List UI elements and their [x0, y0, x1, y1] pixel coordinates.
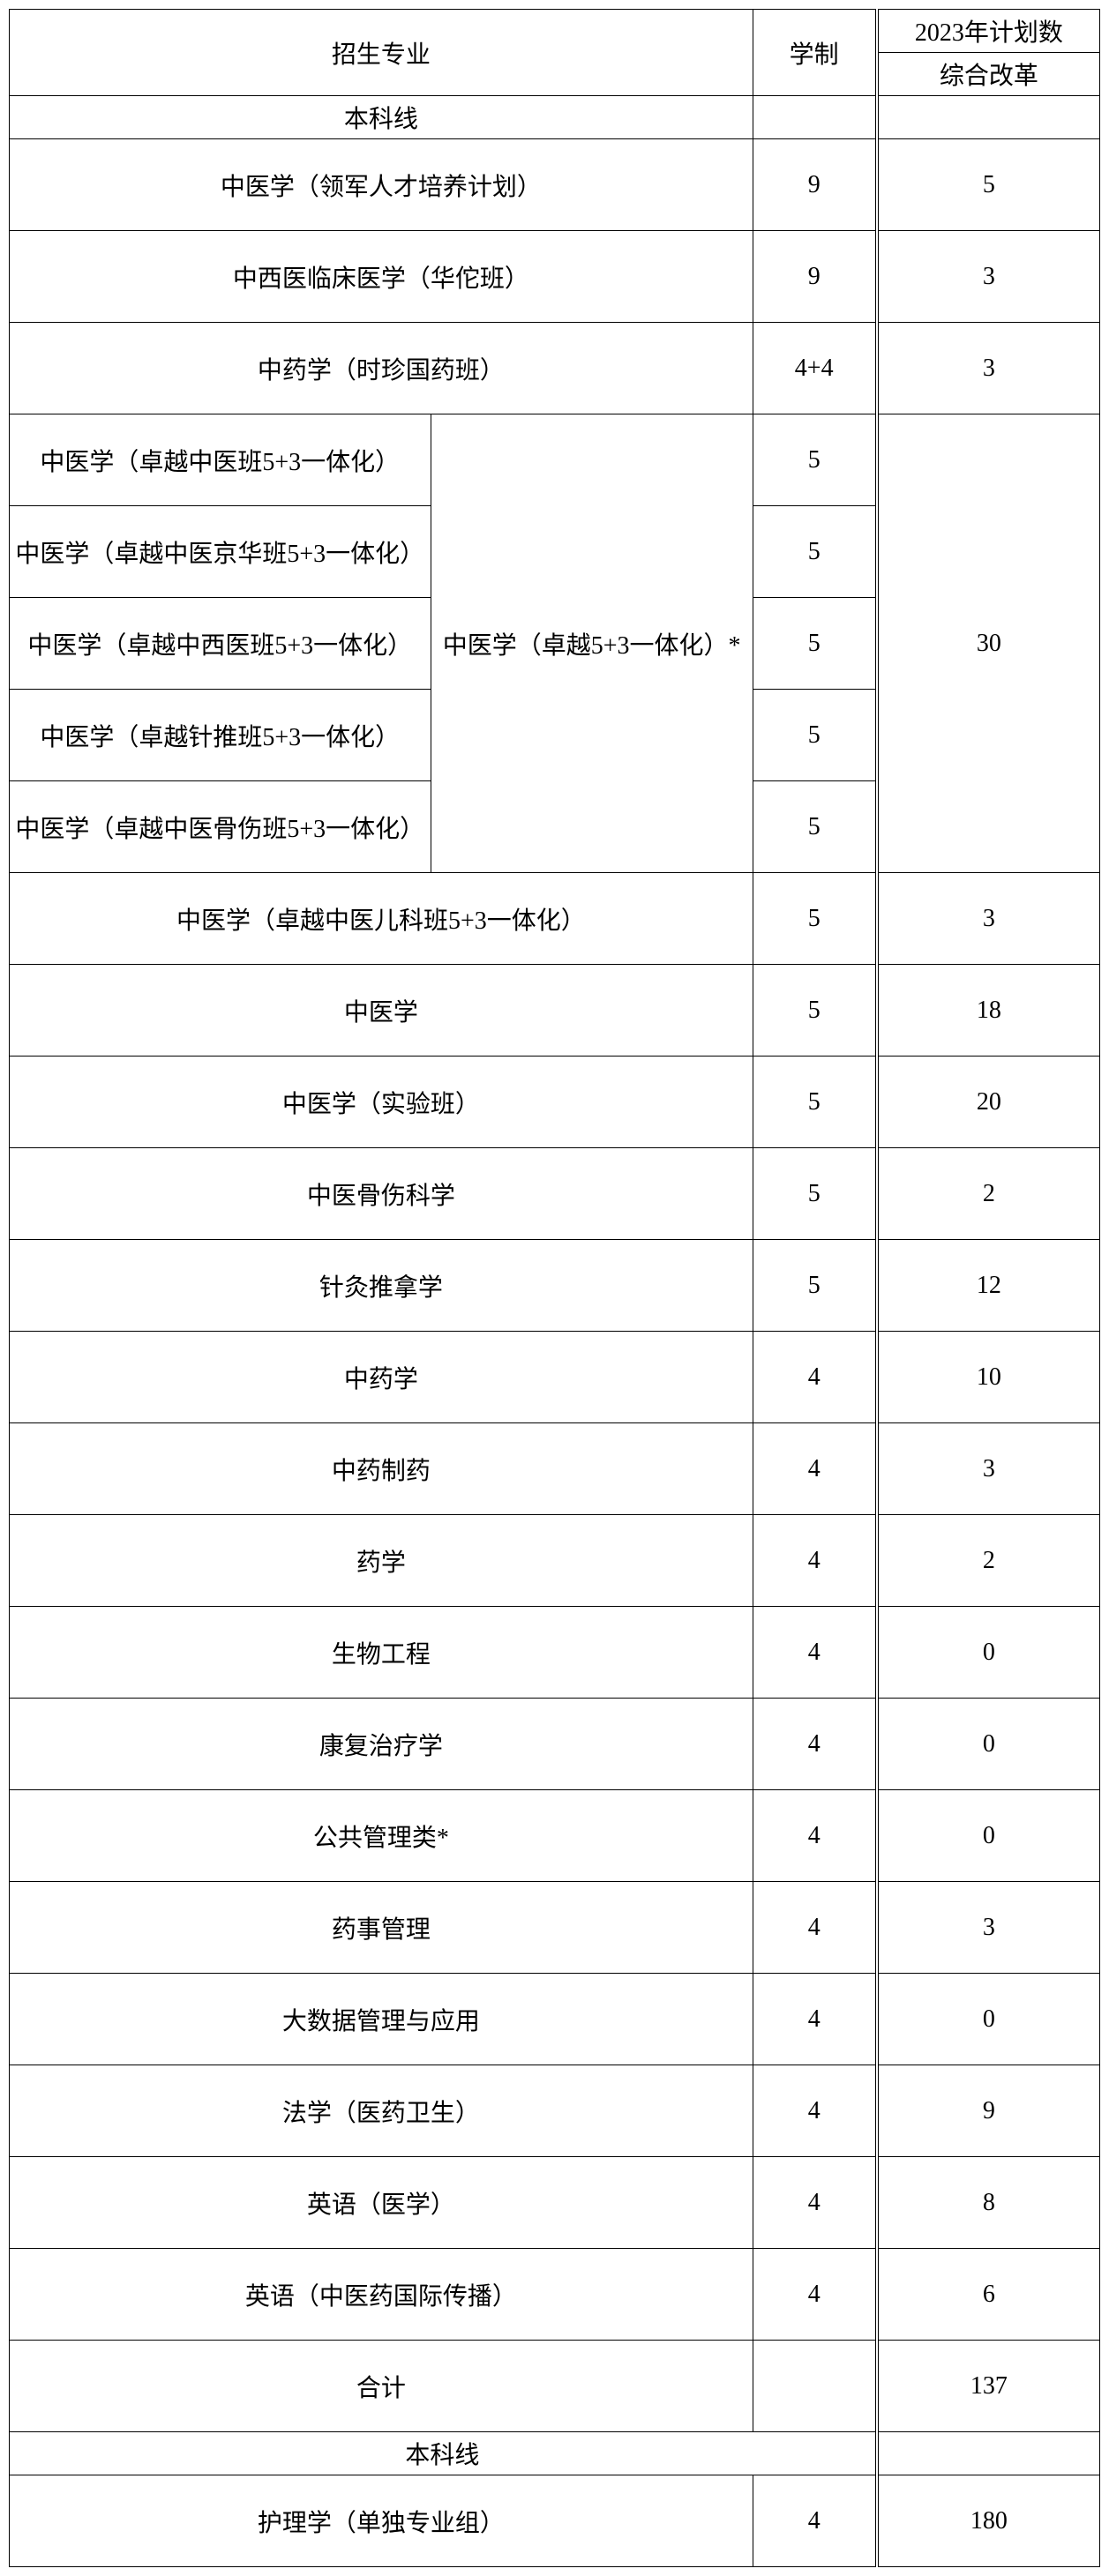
plan-cell: 3 [877, 873, 1100, 965]
group-label-cell: 中医学（卓越5+3一体化）* [431, 414, 753, 873]
enrollment-plan-table: 招生专业 学制 2023年计划数 综合改革 本科线 中医学（领军人才培养计划）9… [9, 9, 1100, 2567]
duration-cell: 9 [753, 231, 876, 323]
major-cell: 英语（中医药国际传播） [10, 2249, 753, 2341]
plan-cell: 2 [877, 1148, 1100, 1240]
empty-cell [753, 96, 876, 139]
section-label: 本科线 [10, 96, 753, 139]
plan-cell: 8 [877, 2157, 1100, 2249]
empty-cell [753, 2341, 876, 2432]
plan-cell: 30 [877, 414, 1100, 873]
duration-cell: 5 [753, 1148, 876, 1240]
plan-cell: 10 [877, 1332, 1100, 1423]
header-plan-type: 综合改革 [877, 53, 1100, 96]
duration-cell: 5 [753, 506, 876, 598]
duration-cell: 4 [753, 1515, 876, 1607]
major-cell: 英语（医学） [10, 2157, 753, 2249]
major-cell: 法学（医药卫生） [10, 2065, 753, 2157]
plan-cell: 18 [877, 965, 1100, 1057]
duration-cell: 4 [753, 1882, 876, 1974]
header-duration: 学制 [753, 10, 876, 96]
major-cell: 中医学（实验班） [10, 1057, 753, 1148]
plan-cell: 3 [877, 1423, 1100, 1515]
major-cell: 药学 [10, 1515, 753, 1607]
major-cell: 针灸推拿学 [10, 1240, 753, 1332]
section-label: 本科线 [10, 2432, 877, 2475]
major-cell: 中西医临床医学（华佗班） [10, 231, 753, 323]
major-cell: 公共管理类* [10, 1790, 753, 1882]
plan-cell: 3 [877, 323, 1100, 414]
plan-cell: 0 [877, 1974, 1100, 2065]
duration-cell: 4 [753, 2157, 876, 2249]
duration-cell: 4 [753, 1699, 876, 1790]
major-cell: 中药制药 [10, 1423, 753, 1515]
plan-cell: 3 [877, 231, 1100, 323]
major-cell: 中医学（卓越中医京华班5+3一体化） [10, 506, 431, 598]
plan-cell: 9 [877, 2065, 1100, 2157]
major-cell: 中医学（卓越中医班5+3一体化） [10, 414, 431, 506]
header-plan-year: 2023年计划数 [877, 10, 1100, 53]
plan-cell: 5 [877, 139, 1100, 231]
duration-cell: 5 [753, 598, 876, 690]
major-cell: 中药学 [10, 1332, 753, 1423]
plan-cell: 12 [877, 1240, 1100, 1332]
major-cell: 生物工程 [10, 1607, 753, 1699]
duration-cell: 5 [753, 781, 876, 873]
duration-cell: 4 [753, 2065, 876, 2157]
duration-cell: 4 [753, 1974, 876, 2065]
major-cell: 药事管理 [10, 1882, 753, 1974]
duration-cell: 5 [753, 1057, 876, 1148]
plan-cell: 6 [877, 2249, 1100, 2341]
plan-cell: 3 [877, 1882, 1100, 1974]
plan-cell: 0 [877, 1607, 1100, 1699]
empty-cell [877, 96, 1100, 139]
duration-cell: 4 [753, 1332, 876, 1423]
duration-cell: 5 [753, 873, 876, 965]
major-cell: 中医学 [10, 965, 753, 1057]
major-cell: 中医学（卓越中医骨伤班5+3一体化） [10, 781, 431, 873]
duration-cell: 5 [753, 690, 876, 781]
major-cell: 护理学（单独专业组） [10, 2475, 753, 2567]
plan-cell: 2 [877, 1515, 1100, 1607]
duration-cell: 4 [753, 1790, 876, 1882]
major-cell: 中医学（领军人才培养计划） [10, 139, 753, 231]
total-plan-cell: 137 [877, 2341, 1100, 2432]
major-cell: 康复治疗学 [10, 1699, 753, 1790]
total-label-cell: 合计 [10, 2341, 753, 2432]
duration-cell: 9 [753, 139, 876, 231]
header-major: 招生专业 [10, 10, 753, 96]
plan-cell: 20 [877, 1057, 1100, 1148]
major-cell: 中医骨伤科学 [10, 1148, 753, 1240]
duration-cell: 4 [753, 1607, 876, 1699]
duration-cell: 4+4 [753, 323, 876, 414]
major-cell: 大数据管理与应用 [10, 1974, 753, 2065]
major-cell: 中药学（时珍国药班） [10, 323, 753, 414]
major-cell: 中医学（卓越中西医班5+3一体化） [10, 598, 431, 690]
duration-cell: 4 [753, 2249, 876, 2341]
plan-cell: 0 [877, 1790, 1100, 1882]
duration-cell: 4 [753, 2475, 876, 2567]
plan-cell: 180 [877, 2475, 1100, 2567]
duration-cell: 5 [753, 414, 876, 506]
major-cell: 中医学（卓越中医儿科班5+3一体化） [10, 873, 753, 965]
plan-cell: 0 [877, 1699, 1100, 1790]
duration-cell: 5 [753, 965, 876, 1057]
major-cell: 中医学（卓越针推班5+3一体化） [10, 690, 431, 781]
duration-cell: 5 [753, 1240, 876, 1332]
duration-cell: 4 [753, 1423, 876, 1515]
empty-cell [877, 2432, 1100, 2475]
